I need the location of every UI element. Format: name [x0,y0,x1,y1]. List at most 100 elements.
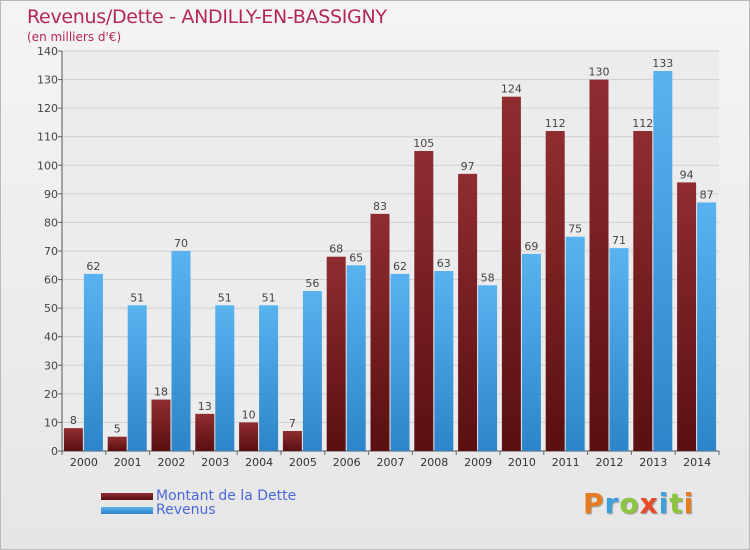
logo-letter: i [658,487,670,520]
y-tick-label: 10 [44,416,58,429]
bar-revenue [653,71,673,451]
data-label-revenue: 62 [86,260,100,273]
x-tick-label: 2009 [464,456,492,469]
bar-debt [545,131,565,451]
x-tick-label: 2014 [683,456,711,469]
bar-debt [677,182,697,451]
y-tick-label: 70 [44,245,58,258]
data-label-revenue: 63 [437,257,451,270]
bar-debt [633,131,653,451]
legend-swatch-revenue [101,506,153,514]
data-label-debt: 10 [242,408,256,421]
data-label-debt: 97 [461,160,475,173]
y-tick-label: 20 [44,388,58,401]
y-tick-label: 90 [44,188,58,201]
bar-revenue [171,251,191,451]
data-label-revenue: 56 [305,277,319,290]
x-tick-label: 2000 [70,456,98,469]
bar-debt [195,413,215,451]
x-tick-label: 2008 [420,456,448,469]
data-label-revenue: 75 [568,223,582,236]
logo-letter: x [639,487,659,520]
bar-revenue [215,305,235,451]
logo-letter: o [619,487,640,520]
logo-letter: t [669,487,684,520]
bar-revenue [346,265,366,451]
data-label-debt: 124 [501,83,522,96]
logo-letter: i [683,487,695,520]
x-tick-label: 2010 [508,456,536,469]
data-label-debt: 83 [373,200,387,213]
x-tick-label: 2003 [201,456,229,469]
bar-debt [151,399,171,451]
data-label-debt: 5 [114,423,121,436]
y-tick-label: 100 [37,159,58,172]
data-label-debt: 130 [589,66,610,79]
x-tick-label: 2001 [114,456,142,469]
data-label-revenue: 69 [524,240,538,253]
data-label-revenue: 62 [393,260,407,273]
logo-letter: P [583,487,605,520]
data-label-debt: 68 [329,243,343,256]
y-tick-label: 110 [37,131,58,144]
logo-letter: r [604,487,620,520]
bar-revenue [390,273,410,451]
chart-title: Revenus/Dette - ANDILLY-EN-BASSIGNY [27,6,387,28]
data-label-revenue: 51 [130,291,144,304]
bar-debt [239,422,259,451]
y-tick-label: 40 [44,331,58,344]
y-tick-label: 60 [44,274,58,287]
bar-revenue [521,253,541,451]
chart-subtitle: (en milliers d'€) [27,30,122,44]
bar-revenue [127,305,147,451]
data-label-revenue: 51 [262,291,276,304]
data-label-revenue: 71 [612,234,626,247]
legend-item-revenue: Revenus [101,502,216,518]
bar-revenue [434,271,454,451]
bar-debt [326,256,346,451]
y-tick-label: 0 [51,445,58,458]
y-tick-label: 80 [44,216,58,229]
bar-revenue [697,202,717,451]
bar-debt [63,428,83,451]
bar-debt [458,173,478,451]
bar-revenue [83,273,103,451]
bar-debt [589,79,609,452]
data-label-revenue: 87 [700,188,714,201]
legend-label-revenue: Revenus [156,502,216,518]
data-label-debt: 8 [70,414,77,427]
data-label-revenue: 133 [652,57,673,70]
bar-revenue [259,305,279,451]
x-tick-label: 2005 [289,456,317,469]
data-label-debt: 112 [545,117,566,130]
bar-debt [370,213,390,451]
proxiti-logo: Proxiti [583,487,694,520]
legend-item-debt: Montant de la Dette [101,488,296,504]
data-label-debt: 105 [413,137,434,150]
data-label-debt: 18 [154,386,168,399]
y-tick-label: 140 [37,45,58,58]
data-label-revenue: 58 [481,271,495,284]
bar-debt [414,151,434,451]
bar-debt [107,436,127,451]
bar-debt [501,96,521,451]
legend-swatch-debt [101,492,153,500]
x-tick-label: 2013 [639,456,667,469]
x-tick-label: 2011 [552,456,580,469]
x-tick-label: 2004 [245,456,273,469]
bar-revenue [565,236,585,451]
y-tick-label: 30 [44,359,58,372]
y-tick-label: 120 [37,102,58,115]
bar-revenue [478,285,498,451]
data-label-revenue: 51 [218,291,232,304]
data-label-debt: 112 [632,117,653,130]
y-tick-label: 50 [44,302,58,315]
legend-label-debt: Montant de la Dette [156,488,297,504]
bar-debt [282,431,302,451]
data-label-debt: 94 [680,168,694,181]
bar-revenue [609,248,629,451]
y-tick-label: 130 [37,74,58,87]
x-tick-label: 2002 [158,456,186,469]
